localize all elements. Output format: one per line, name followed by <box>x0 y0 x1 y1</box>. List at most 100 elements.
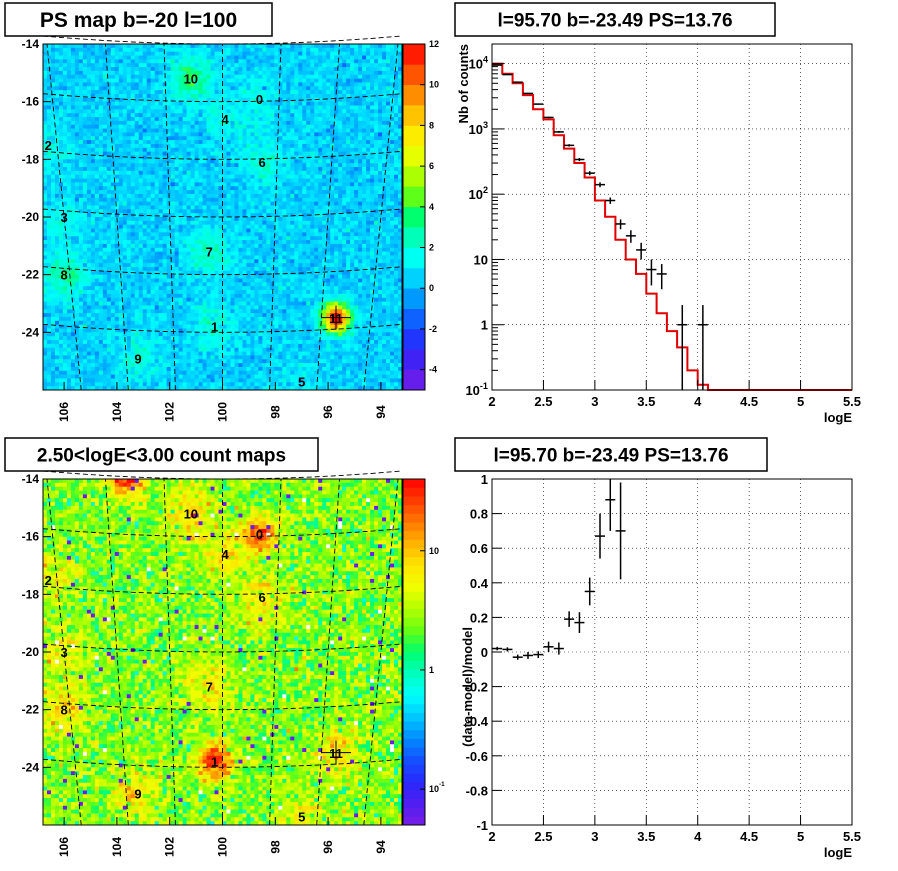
map-pixel <box>342 170 347 176</box>
map-pixel <box>314 247 319 252</box>
map-pixel <box>126 209 132 214</box>
map-pixel <box>46 117 52 122</box>
map-pixel <box>370 101 375 106</box>
map-pixel <box>254 51 259 56</box>
map-pixel <box>170 178 176 183</box>
map-pixel <box>50 209 56 214</box>
map-pixel <box>306 143 311 149</box>
map-pixel <box>318 113 323 118</box>
map-pixel <box>74 128 80 133</box>
map-pixel <box>318 228 323 233</box>
map-pixel <box>386 82 391 87</box>
map-pixel <box>106 174 112 179</box>
map-pixel <box>158 143 164 149</box>
map-pixel <box>106 193 112 199</box>
map-pixel <box>194 240 199 245</box>
map-pixel <box>382 236 387 241</box>
map-pixel <box>338 251 343 256</box>
map-pixel <box>246 182 251 187</box>
map-pixel <box>122 132 128 137</box>
map-pixel <box>326 78 331 83</box>
map-pixel <box>106 44 112 49</box>
map-pixel <box>126 243 132 249</box>
map-pixel <box>58 132 64 137</box>
map-pixel <box>266 140 271 145</box>
map-pixel <box>214 51 219 56</box>
map-pixel <box>102 174 108 179</box>
map-pixel <box>194 167 199 172</box>
map-pixel <box>306 182 311 187</box>
map-pixel <box>394 247 399 252</box>
map-pixel <box>102 159 108 164</box>
map-pixel <box>330 128 335 133</box>
map-pixel <box>270 209 275 214</box>
map-pixel <box>378 197 383 203</box>
map-pixel <box>334 143 339 149</box>
map-pixel <box>154 243 160 249</box>
map-pixel <box>230 193 235 199</box>
map-pixel <box>306 101 311 106</box>
map-pixel <box>222 132 227 137</box>
map-pixel <box>354 151 359 156</box>
map-pixel <box>134 74 140 79</box>
map-pixel <box>282 201 287 206</box>
map-pixel <box>318 217 323 222</box>
map-pixel <box>170 205 176 210</box>
map-pixel <box>354 213 359 218</box>
map-pixel <box>318 151 323 156</box>
map-pixel <box>146 193 152 199</box>
map-pixel <box>318 44 323 49</box>
map-pixel <box>358 113 363 118</box>
map-pixel <box>194 113 199 118</box>
map-pixel <box>290 178 295 183</box>
map-pixel <box>230 143 235 149</box>
map-pixel <box>110 193 116 199</box>
map-pixel <box>386 251 391 256</box>
map-pixel <box>378 151 383 156</box>
map-pixel <box>142 159 148 164</box>
map-pixel <box>98 163 104 168</box>
map-pixel <box>286 209 291 214</box>
map-pixel <box>390 55 395 60</box>
map-pixel <box>106 228 112 233</box>
map-pixel <box>246 193 251 199</box>
map-pixel <box>278 155 283 160</box>
map-pixel <box>298 63 303 68</box>
map-pixel <box>158 109 164 114</box>
map-pixel <box>122 97 128 103</box>
map-pixel <box>318 109 323 114</box>
map-pixel <box>102 186 108 191</box>
map-pixel <box>142 90 148 95</box>
map-pixel <box>74 63 80 68</box>
map-pixel <box>398 47 403 53</box>
map-pixel <box>94 251 100 256</box>
map-pixel <box>118 240 124 245</box>
map-pixel <box>158 128 164 133</box>
map-pixel <box>90 174 96 179</box>
map-pixel <box>342 201 347 206</box>
map-pixel <box>226 128 231 133</box>
map-pixel <box>106 167 112 172</box>
map-pixel <box>190 55 195 60</box>
map-pixel <box>246 167 251 172</box>
map-pixel <box>134 243 140 249</box>
map-pixel <box>94 228 100 233</box>
map-pixel <box>338 209 343 214</box>
map-pixel <box>374 213 379 218</box>
map-pixel <box>178 124 184 129</box>
map-pixel <box>262 174 267 179</box>
map-pixel <box>170 163 176 168</box>
map-pixel <box>206 155 211 160</box>
map-pixel <box>242 209 247 214</box>
map-pixel <box>242 178 247 183</box>
map-pixel <box>110 90 116 95</box>
map-pixel <box>90 247 96 252</box>
map-pixel <box>214 44 219 49</box>
map-pixel <box>318 120 323 126</box>
map-pixel <box>294 143 299 149</box>
map-pixel <box>174 86 180 91</box>
map-pixel <box>326 67 331 72</box>
map-pixel <box>298 117 303 122</box>
map-pixel <box>362 59 367 64</box>
map-pixel <box>294 74 299 79</box>
